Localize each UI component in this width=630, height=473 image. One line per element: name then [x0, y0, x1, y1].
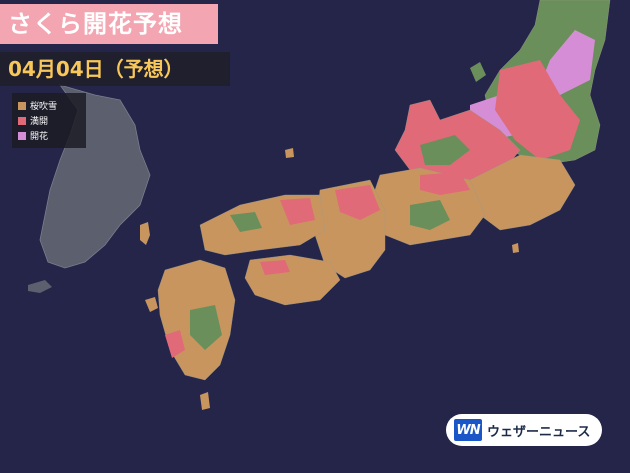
- kyushu-mankai-patch: [165, 330, 185, 358]
- hokuriku-green-patch: [420, 135, 470, 165]
- goto-islands: [145, 297, 158, 312]
- oki-islands: [285, 148, 294, 158]
- chubu-green-patch: [410, 200, 450, 230]
- chugoku-green-patch: [230, 212, 262, 232]
- tsushima-island: [140, 222, 150, 245]
- korean-peninsula: [39, 84, 151, 269]
- legend-item-mankai: 満開: [18, 113, 80, 128]
- legend-item-sakura-fubuki: 桜吹雪: [18, 98, 80, 113]
- kyushu-green-patch: [190, 305, 222, 350]
- legend-label: 開花: [30, 132, 49, 142]
- legend-item-kaika: 開花: [18, 128, 80, 143]
- legend: 桜吹雪 満開 開花: [12, 93, 86, 148]
- legend-swatch-mankai: [18, 116, 26, 125]
- date-label: 04月04日（予想）: [0, 52, 230, 86]
- legend-label: 満開: [30, 117, 49, 127]
- jeju-island: [28, 280, 52, 293]
- legend-swatch-kaika: [18, 131, 26, 140]
- brand-name: ウェザーニュース: [487, 424, 591, 440]
- kanto-region: [469, 154, 576, 231]
- title-banner: さくら開花予想: [0, 4, 218, 44]
- sado-island: [470, 62, 486, 82]
- tanegashima-island: [200, 392, 210, 410]
- shikoku-mankai-patch: [260, 260, 290, 275]
- tohoku-mankai-zone: [495, 60, 580, 160]
- izu-islands: [512, 243, 519, 253]
- weathernews-logo: WN ウェザーニュース: [446, 414, 602, 446]
- brand-logo-mark: WN: [454, 419, 482, 441]
- tohoku-kaika-zone: [540, 30, 595, 95]
- chugoku-mankai-patch: [280, 198, 315, 225]
- legend-label: 桜吹雪: [30, 102, 58, 112]
- kinki-mankai-patch: [335, 185, 380, 220]
- chubu-mankai-patch: [420, 172, 470, 195]
- legend-swatch-sakura-fubuki: [18, 101, 26, 110]
